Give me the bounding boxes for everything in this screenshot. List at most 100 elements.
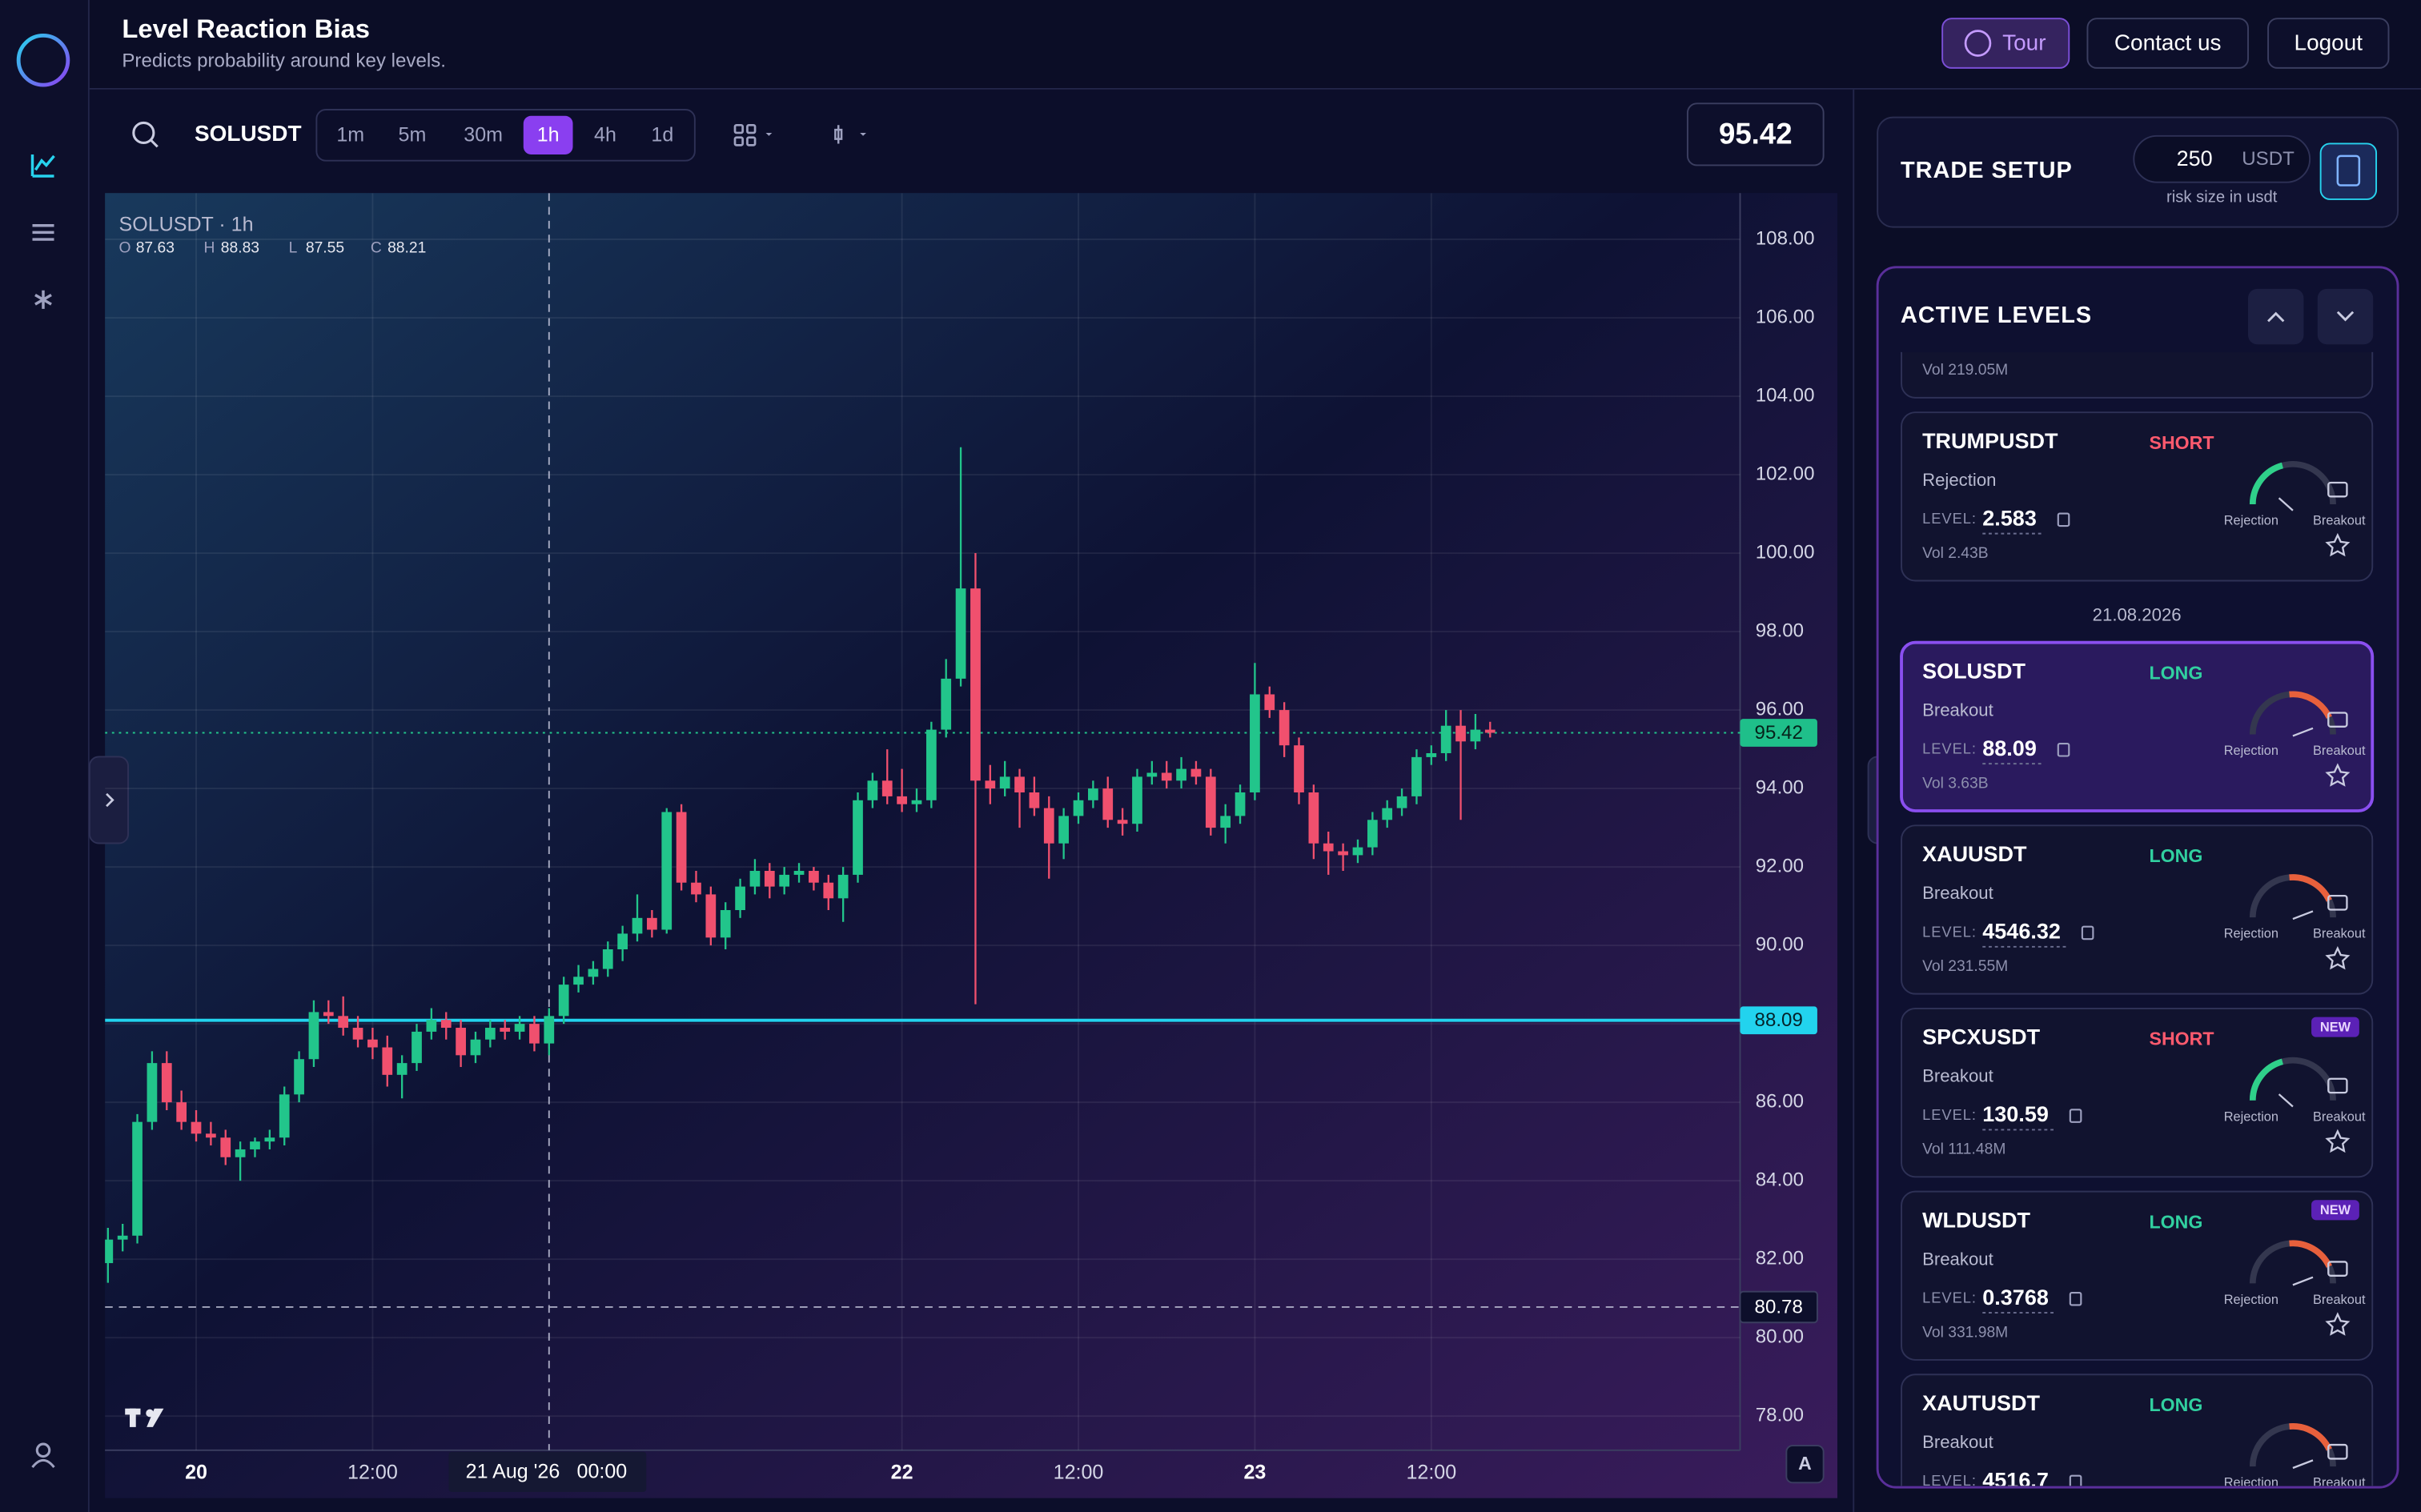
candle-type-icon[interactable] [834, 125, 843, 144]
alert-icon[interactable] [2327, 1443, 2348, 1460]
logo[interactable] [16, 33, 70, 87]
candle-body [925, 729, 937, 800]
card-type: Breakout [1922, 883, 1993, 903]
timeframe[interactable]: 4h [594, 123, 616, 146]
candle-body [396, 1063, 408, 1075]
auto-scale-button[interactable] [1785, 1445, 1825, 1484]
gauge-label: Breakout [2313, 1476, 2366, 1490]
candle-body [1235, 792, 1246, 816]
search-icon-handle [150, 139, 159, 148]
card-type: Breakout [1922, 1432, 1993, 1452]
card-level: 4516.7 [1982, 1468, 2049, 1492]
list-nav-icon[interactable] [32, 223, 54, 241]
risk-input[interactable] [2133, 134, 2311, 183]
calculator-button[interactable] [2319, 142, 2378, 200]
current-price-tag-label: 95.42 [1755, 722, 1803, 744]
candle-body [881, 780, 893, 796]
card-level: 88.09 [1982, 736, 2037, 760]
copy-icon[interactable] [2057, 743, 2070, 757]
candle-body [132, 1121, 143, 1236]
alert-icon[interactable] [2327, 894, 2348, 911]
star-icon[interactable] [2325, 763, 2351, 787]
candle-body [1132, 776, 1142, 824]
star-icon[interactable] [2325, 1312, 2351, 1336]
chevron-down [2336, 311, 2355, 322]
gauge-needle [2292, 1459, 2314, 1470]
x-tick-label: 23 [1243, 1461, 1266, 1483]
gauge-label: Rejection [2224, 1476, 2278, 1490]
level-card[interactable] [1901, 1190, 2374, 1361]
y-tick-label: 102.00 [1756, 463, 1815, 484]
left-panel-toggle[interactable] [88, 756, 130, 844]
x-tick-label: 20 [185, 1461, 207, 1483]
asterisk-nav-icon[interactable] [34, 290, 52, 309]
candle-body [676, 812, 687, 883]
copy-icon[interactable] [2057, 512, 2070, 527]
user-icon[interactable] [35, 1442, 51, 1458]
candle-body [837, 874, 849, 899]
copy-icon[interactable] [2081, 925, 2094, 940]
crosshair-y-label: 80.78 [1755, 1296, 1803, 1317]
level-label: LEVEL: [1922, 740, 1977, 757]
alert-icon[interactable] [2327, 481, 2348, 498]
gauge-label: Breakout [2313, 1293, 2366, 1307]
level-list: Vol 219.05M TRUMPUSDT SHORT Rejection LEVEL:… [1900, 230, 2375, 1492]
candle-body [1396, 796, 1407, 808]
contact-button[interactable] [2086, 18, 2249, 69]
candle-body [500, 1028, 511, 1032]
gauge-label: Breakout [2313, 927, 2366, 941]
indicators-icon[interactable] [733, 123, 757, 146]
app-subtitle: Predicts probability around key levels. [122, 50, 446, 72]
star-icon[interactable] [2325, 1129, 2351, 1153]
level-label: LEVEL: [1922, 1472, 1977, 1489]
candle-body [985, 780, 996, 789]
copy-icon[interactable] [2069, 1474, 2082, 1488]
sidebar [0, 0, 88, 1512]
level-card[interactable] [1901, 230, 2374, 399]
candle-body [793, 871, 805, 875]
tradingview-logo [125, 1408, 164, 1427]
scroll-down-button[interactable] [2317, 288, 2374, 345]
gauge-label: Breakout [2313, 1109, 2366, 1124]
timeframe[interactable]: 1m [336, 123, 364, 146]
timeframe[interactable]: 1h [537, 123, 560, 146]
y-tick-label: 96.00 [1756, 698, 1804, 720]
candle-body [250, 1141, 260, 1149]
price-box [1686, 102, 1825, 166]
level-card[interactable] [1901, 1008, 2374, 1178]
star-icon[interactable] [2325, 945, 2351, 970]
level-card[interactable] [1901, 411, 2374, 582]
alert-icon[interactable] [2327, 712, 2348, 728]
logout-button[interactable] [2267, 18, 2390, 69]
level-card[interactable] [1900, 640, 2375, 812]
new-badge [2311, 1200, 2359, 1221]
crosshair-y-tag [1739, 1290, 1818, 1324]
candle-body [264, 1137, 275, 1142]
card-volume: Vol 231.55M [1922, 958, 2008, 975]
candle-body [1146, 772, 1158, 777]
gauge-needle [2292, 1276, 2314, 1286]
timeframe[interactable]: 30m [464, 123, 503, 146]
search-icon[interactable] [132, 121, 155, 145]
copy-icon[interactable] [2069, 1291, 2082, 1306]
gauge-fill [2289, 691, 2332, 720]
candle-body [779, 874, 790, 887]
header-button-label[interactable]: Logout [2295, 30, 2363, 54]
risk-amount[interactable]: 250 [2177, 146, 2213, 170]
timeframe-active [523, 115, 573, 154]
alert-icon[interactable] [2327, 1077, 2348, 1094]
scroll-up-button[interactable] [2248, 288, 2304, 345]
star-icon[interactable] [2325, 532, 2351, 557]
chart-nav-icon[interactable] [30, 154, 55, 178]
timeframe[interactable]: 5m [399, 123, 427, 146]
level-card[interactable] [1901, 824, 2374, 995]
candle-body [1264, 694, 1275, 711]
card-volume: Vol 331.98M [1922, 1324, 2008, 1341]
header-button-label[interactable]: Tour [2002, 30, 2046, 54]
timeframe[interactable]: 1d [651, 123, 673, 146]
header-button-label[interactable]: Contact us [2114, 30, 2222, 54]
card-volume: Vol 111.48M [1922, 1141, 2005, 1158]
alert-icon[interactable] [2327, 1261, 2348, 1277]
copy-icon[interactable] [2069, 1109, 2082, 1123]
